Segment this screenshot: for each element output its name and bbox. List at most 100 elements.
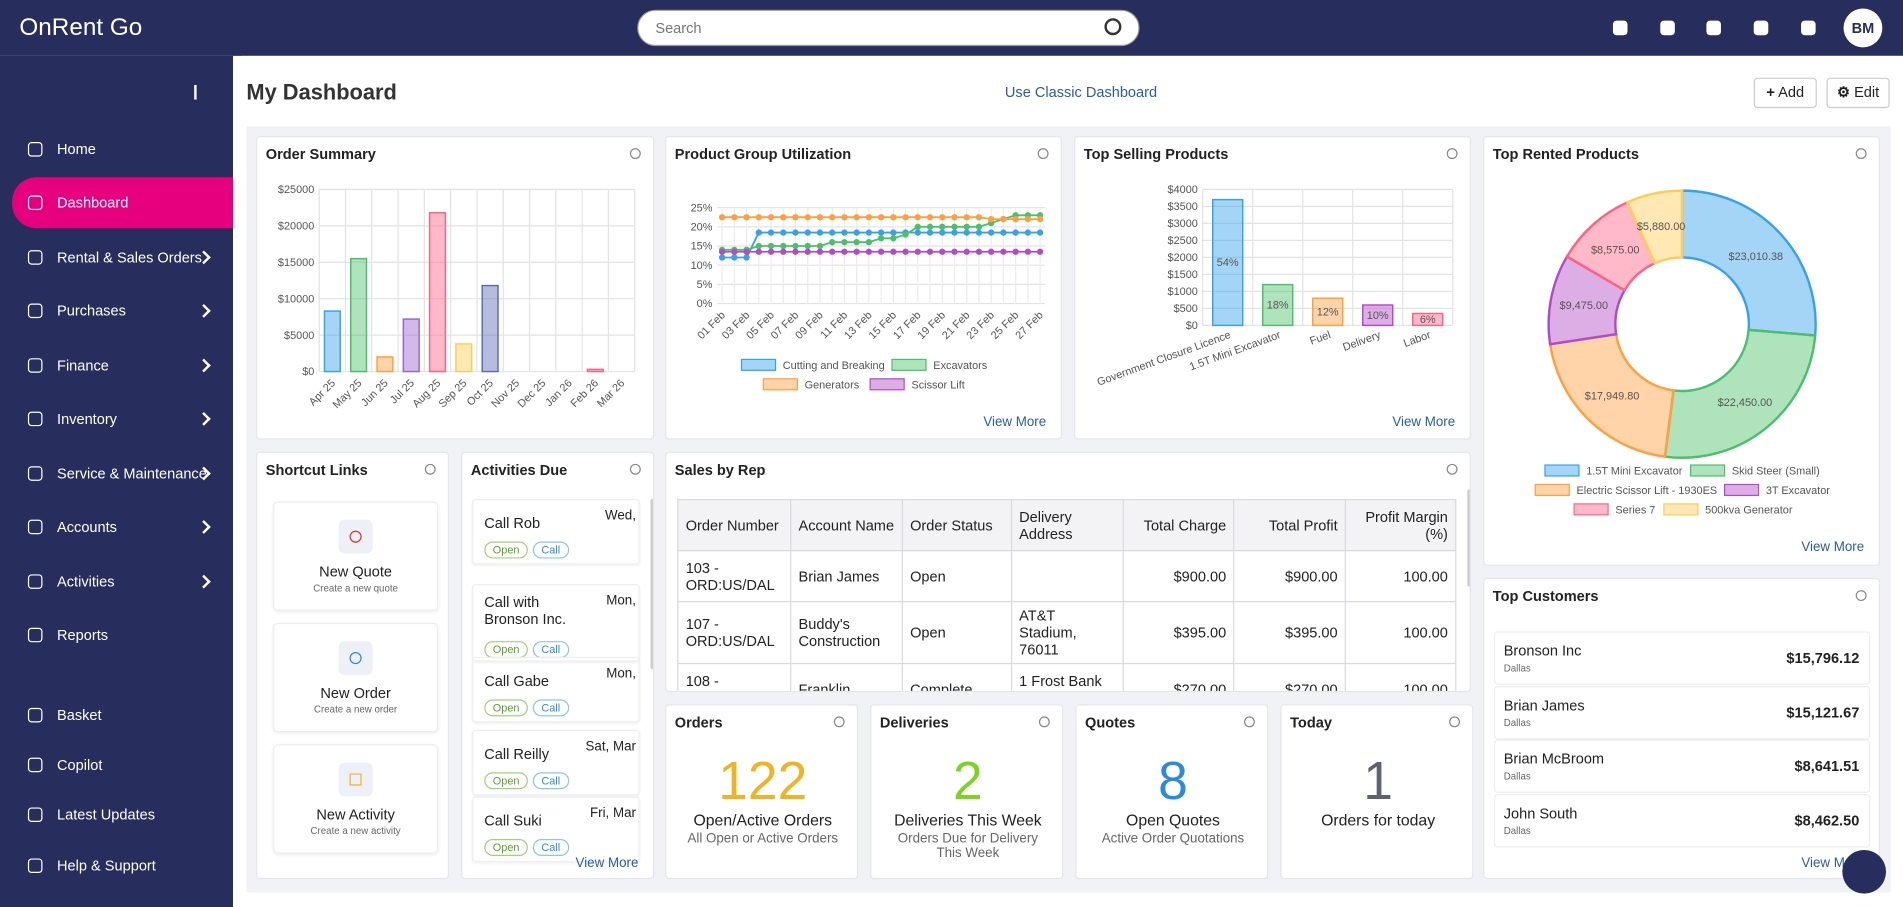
menu-item[interactable]: Rental & Sales Orders [57,248,202,266]
view-more[interactable]: View More [575,856,639,871]
point [816,214,824,221]
cell: Brian James [790,550,903,603]
page-title: My Dashboard [246,80,397,105]
top-customers-card: Top Customers Bronson Inc Dallas $15,796.12… [1483,577,1880,880]
settings-icon[interactable] [1446,463,1458,475]
shortcut[interactable]: New Quote Create a new quote [273,501,439,611]
stat-label: Orders for today [1321,811,1436,830]
menu-item[interactable]: Basket [57,706,102,724]
customer-name: Brian James [1503,696,1585,714]
status-tag: Open [484,699,528,717]
x-tick-label: Labor [1402,329,1433,350]
menu-item[interactable]: Home [57,140,96,158]
settings-icon[interactable] [424,463,436,475]
menu-item[interactable]: Finance [57,356,109,374]
customer-row[interactable]: Brian James Dallas $15,121.67 [1494,685,1871,739]
view-more[interactable]: View More [1392,415,1456,430]
settings-icon[interactable] [1855,590,1867,602]
settings-icon[interactable] [833,716,845,728]
x-tick-label: Feb 26 [569,377,601,410]
activity[interactable]: Call Reilly Sat, Mar Open Call [472,729,640,796]
stat-subtitle: All Open or Active Orders [687,831,839,847]
cell: $395.00 [1233,601,1347,665]
settings-icon[interactable] [1855,148,1867,160]
view-more[interactable]: View More [1801,540,1865,555]
settings-icon[interactable] [629,463,641,475]
point [1024,248,1032,255]
point [926,214,934,221]
customer-amount: $8,462.50 [1794,811,1860,829]
menu-item[interactable]: Help & Support [57,857,156,875]
point [914,248,921,255]
toolbar-icon[interactable] [1753,20,1769,36]
toolbar-icon[interactable] [1706,20,1721,36]
bar [1262,283,1294,327]
stat-label: Open/Active Orders [693,811,833,830]
add-button[interactable]: + Add [1753,77,1817,109]
table-row[interactable]: 103 - ORD:US/DAL Brian James Open $900.00 $9… [677,550,1457,603]
menu-item[interactable]: Service & Maintenance [57,465,207,483]
y-tick-label: $3500 [1168,201,1198,213]
point [926,223,934,230]
shortcut[interactable]: New Activity Create a new activity [273,744,439,854]
settings-icon[interactable] [1038,716,1050,728]
search-box[interactable]: Search [637,9,1140,47]
activity-date: Sat, Mar [585,739,636,755]
cell: AT&T Stadium, 76011 [1010,601,1124,665]
classic-link[interactable]: Use Classic Dashboard [1004,83,1158,101]
menu-icon [27,303,43,319]
table-row[interactable]: 108 - ORD:US/DALFranklinComplete1 Frost … [677,662,1457,691]
menu-item[interactable]: Dashboard [57,194,129,212]
activity[interactable]: Call Gabe Mon, Open Call [472,656,640,723]
menu-item[interactable]: Reports [57,626,109,644]
settings-icon[interactable] [1037,148,1049,160]
cell: 1 Frost Bank Center Drive, [1010,662,1124,691]
customer-row[interactable]: John South Dallas $8,462.50 [1494,793,1871,847]
view-more[interactable]: View More [983,415,1047,430]
customer-name: Brian McBroom [1503,750,1605,768]
tags: Open Call [484,538,573,560]
menu-item[interactable]: Inventory [57,410,117,428]
cell: Buddy's Construction [790,601,903,665]
shortcut[interactable]: New Order Create a new order [273,622,439,733]
menu-item[interactable]: Copilot [57,756,103,774]
edit-button[interactable]: ⚙ Edit [1826,77,1890,109]
point [718,214,726,221]
card-title: Order Summary [265,145,376,163]
scrollbar [1467,489,1470,587]
cell: 108 - ORD:US/DAL [677,662,792,691]
customer-city: Dallas [1503,771,1531,782]
settings-icon[interactable] [629,148,641,160]
avatar[interactable]: BM [1843,8,1883,48]
activity[interactable]: Call Rob Wed, Open Call [472,499,640,565]
menu-item[interactable]: Latest Updates [57,806,156,824]
customer-row[interactable]: Brian McBroom Dallas $8,641.51 [1494,739,1871,793]
menu-item[interactable]: Accounts [57,518,117,536]
toolbar-icon[interactable] [1612,20,1628,36]
activity[interactable]: Call with Bronson Inc. Mon, Open Call [472,584,640,662]
collapse-icon[interactable] [194,84,209,100]
y-tick-label: $2500 [1168,235,1198,247]
menu-item[interactable]: Activities [57,573,115,591]
toolbar-icon[interactable] [1801,20,1816,36]
chat-button[interactable] [1842,849,1887,894]
point [767,242,775,250]
bar [402,318,420,373]
customer-row[interactable]: Bronson Inc Dallas $15,796.12 [1494,631,1871,685]
slice-label: $17,949.80 [1585,390,1640,402]
settings-icon[interactable] [1449,716,1461,728]
logo[interactable]: OnRent Go [19,14,143,42]
menu-item[interactable]: Purchases [57,302,126,320]
x-tick-label: Jun 25 [359,377,391,409]
settings-icon[interactable] [1446,148,1458,160]
menu-icon [27,627,43,643]
table-row[interactable]: 107 - ORD:US/DAL Buddy's Construction Open… [677,601,1457,665]
point [804,214,811,221]
settings-icon[interactable] [1243,716,1255,728]
point [877,248,885,255]
point [731,248,738,255]
activity[interactable]: Call Suki Fri, Mar Open Call [472,796,640,863]
toolbar-icon[interactable] [1660,20,1675,36]
